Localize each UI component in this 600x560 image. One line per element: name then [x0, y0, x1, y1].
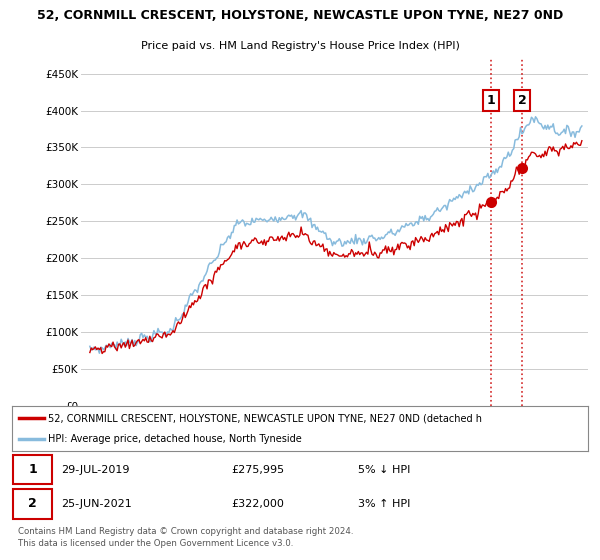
Text: £275,995: £275,995 — [231, 465, 284, 475]
Text: 2: 2 — [518, 94, 527, 107]
Text: £322,000: £322,000 — [231, 499, 284, 509]
Text: 52, CORNMILL CRESCENT, HOLYSTONE, NEWCASTLE UPON TYNE, NE27 0ND: 52, CORNMILL CRESCENT, HOLYSTONE, NEWCAS… — [37, 9, 563, 22]
Text: 2: 2 — [28, 497, 37, 511]
FancyBboxPatch shape — [13, 455, 52, 484]
Text: 3% ↑ HPI: 3% ↑ HPI — [358, 499, 410, 509]
FancyBboxPatch shape — [13, 489, 52, 519]
Text: 1: 1 — [28, 463, 37, 476]
Text: 5% ↓ HPI: 5% ↓ HPI — [358, 465, 410, 475]
Text: 52, CORNMILL CRESCENT, HOLYSTONE, NEWCASTLE UPON TYNE, NE27 0ND (detached h: 52, CORNMILL CRESCENT, HOLYSTONE, NEWCAS… — [48, 413, 482, 423]
Text: 25-JUN-2021: 25-JUN-2021 — [61, 499, 132, 509]
Text: 1: 1 — [487, 94, 496, 107]
Text: HPI: Average price, detached house, North Tyneside: HPI: Average price, detached house, Nort… — [48, 434, 301, 444]
Text: 29-JUL-2019: 29-JUL-2019 — [61, 465, 130, 475]
Text: Price paid vs. HM Land Registry's House Price Index (HPI): Price paid vs. HM Land Registry's House … — [140, 41, 460, 51]
Text: Contains HM Land Registry data © Crown copyright and database right 2024.
This d: Contains HM Land Registry data © Crown c… — [18, 528, 353, 548]
